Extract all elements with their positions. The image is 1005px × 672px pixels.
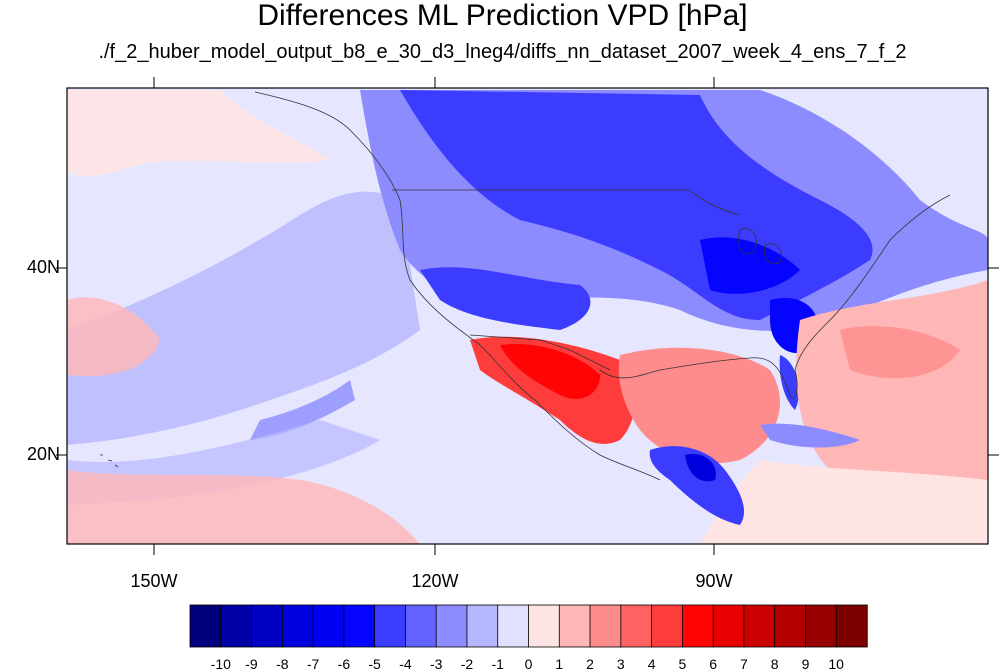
- colorbar-label: 2: [586, 656, 594, 672]
- lon-label-120w: 120W: [411, 571, 459, 591]
- colorbar-label: -7: [306, 656, 320, 672]
- contour-minus2-caribbean: [760, 423, 860, 448]
- colorbar-swatch: [189, 604, 222, 648]
- colorbar-swatch: [743, 604, 776, 648]
- colorbar-label: -1: [491, 656, 504, 672]
- lon-label-90w: 90W: [695, 571, 733, 591]
- contour-fields: [67, 90, 988, 544]
- colorbar-swatch: [774, 604, 807, 648]
- contour-plus3-gulf: [618, 347, 780, 464]
- colorbar-label: -8: [276, 656, 289, 672]
- vpd-difference-map: [56, 77, 999, 555]
- contour-plus1-caribbean: [700, 460, 988, 544]
- contour-minus4-central-america: [649, 446, 745, 525]
- colorbar-swatch: [312, 604, 345, 648]
- colorbar-label: -6: [337, 656, 351, 672]
- colorbar-label: 3: [616, 656, 625, 672]
- colorbar-label: -3: [429, 656, 443, 672]
- colorbar-label: 8: [770, 656, 779, 672]
- pacific-coastline: [254, 91, 661, 481]
- colorbar-swatch: [558, 604, 591, 648]
- border-us-mexico: [469, 334, 611, 371]
- map-frame: [66, 87, 989, 545]
- plot-title: Differences ML Prediction VPD [hPa]: [257, 0, 748, 32]
- colorbar-swatch: [435, 604, 468, 648]
- colorbar-label: 7: [739, 656, 748, 672]
- colorbar-label: 4: [647, 656, 656, 672]
- hawaii-islands: [100, 454, 119, 468]
- colorbar-label: 6: [709, 656, 717, 672]
- colorbar-swatch: [589, 604, 622, 648]
- contour-plus3-atlantic: [840, 326, 960, 379]
- gulf-coastline: [599, 194, 951, 399]
- lat-label-40n: 40N: [26, 257, 60, 277]
- colorbar-swatch: [712, 604, 745, 648]
- colorbar-swatch: [281, 604, 314, 648]
- colorbar-swatch: [466, 604, 499, 648]
- colorbar-swatch: [651, 604, 684, 648]
- colorbar-label: 1: [555, 656, 564, 672]
- lat-label-20n: 20N: [26, 444, 60, 464]
- colorbar-label: -4: [399, 656, 412, 672]
- contour-minus4-florida: [779, 355, 800, 410]
- contour-plus6-mexico: [500, 344, 600, 399]
- colorbar-label: 5: [678, 656, 687, 672]
- colorbar-swatch: [620, 604, 653, 648]
- colorbar-label: -10: [210, 656, 231, 672]
- colorbar-swatch: [405, 604, 437, 648]
- contour-minus1-pacific: [67, 191, 420, 445]
- contour-plus1-eastpacific: [67, 297, 160, 377]
- coastlines: [100, 91, 951, 481]
- colorbar-swatch: [374, 604, 407, 648]
- colorbar-swatch: [528, 604, 560, 648]
- colorbar-label: -5: [368, 656, 381, 672]
- colorbar-label: -9: [245, 656, 258, 672]
- contour-minus4-west: [420, 267, 591, 330]
- contour-plus1-northpacific: [67, 90, 330, 176]
- axis-ticks: [56, 77, 999, 555]
- great-lakes-outline: [738, 228, 782, 265]
- plot-subtitle: ./f_2_huber_model_output_b8_e_30_d3_lneg…: [98, 41, 907, 63]
- colorbar-label: 10: [828, 656, 844, 672]
- contour-minus5-northern-us: [700, 237, 800, 294]
- colorbar-swatch: [343, 604, 376, 648]
- colorbar-label: -2: [460, 656, 474, 672]
- contour-plus1-southpacific: [67, 470, 420, 544]
- colorbar-label: 9: [801, 656, 810, 672]
- colorbar-swatch: [805, 604, 837, 648]
- contour-minus6-yucatan: [685, 454, 716, 482]
- border-us-canada: [392, 189, 741, 216]
- colorbar-swatch: [220, 604, 253, 648]
- colorbar-swatch: [251, 604, 284, 648]
- colorbar-swatch: [497, 604, 530, 648]
- contour-minus2-pacific: [250, 380, 355, 440]
- colorbar-swatch: [681, 604, 714, 648]
- colorbar-swatch: [835, 604, 868, 648]
- colorbar-label: 0: [524, 656, 533, 672]
- lon-label-150w: 150W: [130, 571, 178, 591]
